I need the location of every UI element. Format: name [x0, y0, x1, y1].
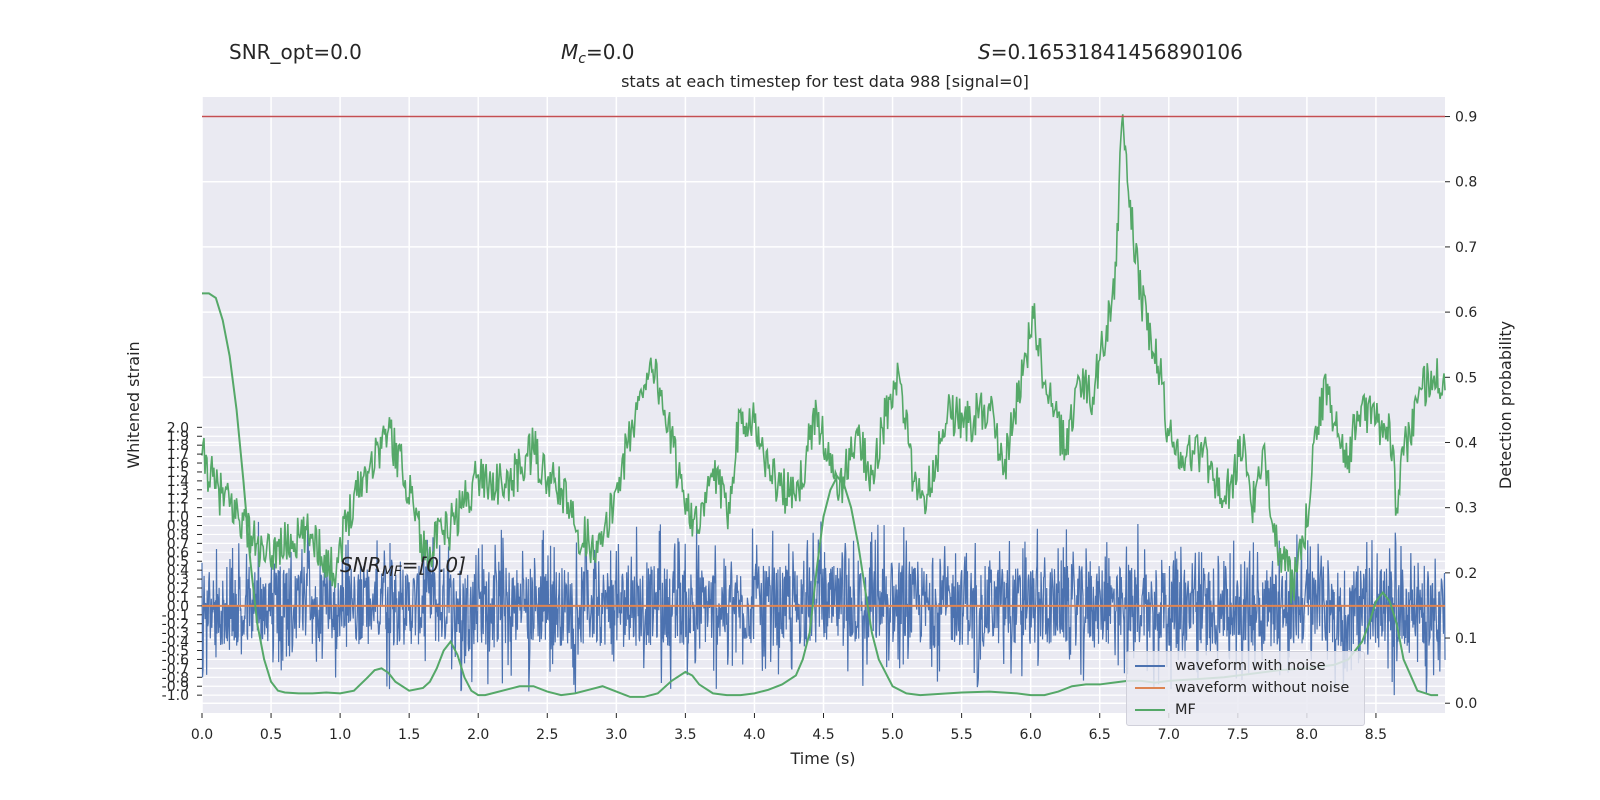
right-tick-label: 0.4	[1455, 435, 1477, 451]
series-waveform-with-noise	[201, 521, 1446, 696]
snr-opt-label: SNR_opt=0.0	[229, 40, 362, 64]
mc-symbol: M	[561, 40, 579, 64]
right-tick-label: 0.5	[1455, 370, 1477, 386]
right-tick-label: 0.9	[1455, 110, 1477, 126]
series-detection-probability	[201, 114, 1446, 604]
snr-mf-value: =[0.0]	[401, 553, 466, 577]
x-tick-label: 3.5	[674, 727, 696, 743]
right-tick-label: 0.6	[1455, 305, 1477, 321]
left-tick-label: -1.0	[162, 688, 189, 704]
left-tick-label: 0.1	[167, 590, 189, 606]
left-axis-ticks: -1.0-0.9-0.8-0.7-0.6-0.5-0.4-0.3-0.2-0.1…	[162, 420, 202, 704]
s-symbol: S	[978, 40, 991, 64]
chirp-mass-label: Mc=0.0	[561, 40, 635, 67]
left-tick-label: -0.3	[162, 626, 189, 642]
x-tick-label: 4.5	[812, 727, 834, 743]
x-tick-label: 2.5	[536, 727, 558, 743]
legend-label: MF	[1175, 702, 1196, 718]
right-axis-ticks: 0.0 0.1 0.2 0.3 0.4 0.5 0.6 0.7 0.8 0.9	[1445, 110, 1477, 712]
right-tick-label: 0.0	[1455, 696, 1477, 712]
right-tick-label: 0.2	[1455, 566, 1477, 582]
left-tick-label: 1.6	[167, 456, 189, 472]
left-tick-label: 0.4	[167, 563, 189, 579]
x-tick-label: 6.5	[1089, 727, 1111, 743]
mc-value: =0.0	[585, 40, 635, 64]
left-tick-label: 0.8	[167, 527, 189, 543]
left-tick-label: -0.8	[162, 670, 189, 686]
x-tick-label: 6.0	[1020, 727, 1042, 743]
right-tick-label: 0.3	[1455, 501, 1477, 517]
x-tick-label: 1.0	[329, 727, 351, 743]
s-value: =0.16531841456890106	[990, 40, 1243, 64]
x-tick-label: 7.5	[1227, 727, 1249, 743]
legend-item-waveform-without-noise: waveform without noise	[1135, 678, 1349, 698]
left-tick-label: -0.4	[162, 635, 189, 651]
plot-title: stats at each timestep for test data 988…	[621, 72, 1029, 91]
left-tick-label: 0.7	[167, 536, 189, 552]
x-tick-label: 8.5	[1365, 727, 1387, 743]
legend-label: waveform without noise	[1175, 680, 1350, 696]
legend-label: waveform with noise	[1175, 658, 1326, 674]
left-tick-label: 1.9	[167, 429, 189, 445]
left-tick-label: -0.9	[162, 679, 189, 695]
left-tick-label: 1.3	[167, 483, 189, 499]
x-tick-label: 5.5	[950, 727, 972, 743]
left-tick-label: 0.5	[167, 554, 189, 570]
s-statistic-label: S=0.16531841456890106	[978, 40, 1243, 64]
left-tick-label: 1.2	[167, 492, 189, 508]
left-tick-label: 1.5	[167, 465, 189, 481]
x-tick-label: 2.0	[467, 727, 489, 743]
left-tick-label: 0.3	[167, 572, 189, 588]
left-tick-label: 0.6	[167, 545, 189, 561]
left-tick-label: -0.7	[162, 661, 189, 677]
legend-item-mf: MF	[1135, 700, 1196, 720]
left-tick-label: -0.1	[162, 608, 189, 624]
left-tick-label: 1.4	[167, 474, 189, 490]
x-tick-label: 3.0	[605, 727, 627, 743]
mc-subscript: c	[578, 51, 586, 67]
legend-swatch	[1135, 665, 1165, 667]
x-tick-label: 8.0	[1296, 727, 1318, 743]
snr-mf-annotation: SNRMF=[0.0]	[340, 553, 466, 580]
x-tick-label: 4.0	[743, 727, 765, 743]
left-tick-label: 1.0	[167, 510, 189, 526]
x-axis-ticks: 0.0 0.5 1.0 1.5 2.0 2.5 3.0 3.5 4.0 4.5 5.0 5.5 6.0 6…	[191, 713, 1387, 743]
left-tick-label: 2.0	[167, 420, 189, 436]
left-tick-label: 1.8	[167, 438, 189, 454]
legend: waveform with noise waveform without noi…	[1126, 651, 1365, 726]
left-axis-label: Whitened strain	[124, 341, 143, 468]
left-tick-label: 0.9	[167, 519, 189, 535]
snr-mf-subscript: MF	[381, 564, 402, 580]
x-tick-label: 1.5	[398, 727, 420, 743]
right-axis-label: Detection probability	[1496, 321, 1515, 489]
left-tick-label: 0.0	[167, 599, 189, 615]
detection-probability-line	[201, 114, 1446, 604]
left-tick-label: 0.2	[167, 581, 189, 597]
x-tick-label: 7.0	[1158, 727, 1180, 743]
x-axis-label: Time (s)	[789, 749, 855, 768]
left-tick-label: -0.5	[162, 644, 189, 660]
legend-swatch	[1135, 709, 1165, 711]
snr-mf-symbol: SNR	[340, 553, 382, 577]
x-tick-label: 5.0	[881, 727, 903, 743]
left-tick-label: 1.7	[167, 447, 189, 463]
right-tick-label: 0.1	[1455, 631, 1477, 647]
left-tick-label: -0.6	[162, 652, 189, 668]
right-tick-label: 0.8	[1455, 175, 1477, 191]
legend-item-waveform-with-noise: waveform with noise	[1135, 656, 1326, 676]
x-tick-label: 0.5	[260, 727, 282, 743]
right-tick-label: 0.7	[1455, 240, 1477, 256]
noise-waveform-line	[201, 521, 1446, 696]
x-tick-label: 0.0	[191, 727, 213, 743]
left-tick-label: 1.1	[167, 501, 189, 517]
left-tick-label: -0.2	[162, 617, 189, 633]
legend-swatch	[1135, 687, 1165, 689]
